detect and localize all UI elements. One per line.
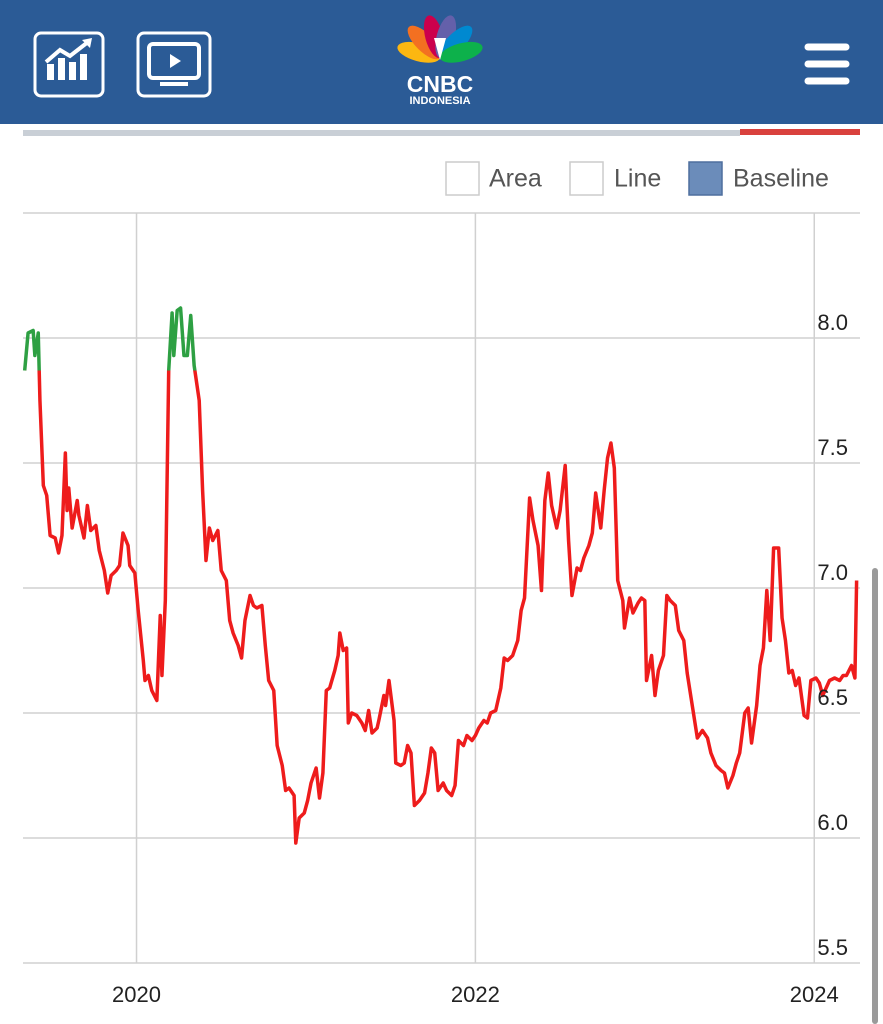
grid xyxy=(23,213,860,964)
x-tick-label: 2020 xyxy=(112,982,161,1007)
cnbc-logo[interactable]: CNBC INDONESIA xyxy=(395,13,485,107)
y-tick-label: 7.0 xyxy=(817,560,848,585)
y-tick-label: 6.5 xyxy=(817,685,848,710)
plot xyxy=(22,306,859,845)
video-icon-button[interactable] xyxy=(136,31,212,98)
chart-type-area[interactable]: Area xyxy=(445,161,542,196)
x-tick-label: 2024 xyxy=(790,982,839,1007)
logo-subtext: INDONESIA xyxy=(409,95,470,107)
option-label: Baseline xyxy=(733,165,829,193)
scrollbar xyxy=(872,568,878,1024)
y-tick-label: 6.0 xyxy=(817,810,848,835)
chart-type-baseline[interactable]: Baseline xyxy=(688,161,829,196)
axis-labels: 5.5 6.0 6.5 7.0 7.5 8.0 2020 2022 2024 xyxy=(112,310,848,1007)
option-label: Area xyxy=(489,165,542,193)
logo-text: CNBC xyxy=(407,71,473,97)
menu-button[interactable] xyxy=(804,43,850,85)
x-tick-label: 2022 xyxy=(451,982,500,1007)
chart-type-line[interactable]: Line xyxy=(569,161,661,196)
price-line xyxy=(22,306,859,845)
option-label: Line xyxy=(614,165,661,193)
y-tick-label: 8.0 xyxy=(817,310,848,335)
progress-track xyxy=(23,130,740,136)
progress-indicator xyxy=(740,129,860,135)
y-tick-label: 7.5 xyxy=(817,435,848,460)
chart-icon-button[interactable] xyxy=(33,31,105,98)
y-tick-label: 5.5 xyxy=(817,935,848,960)
